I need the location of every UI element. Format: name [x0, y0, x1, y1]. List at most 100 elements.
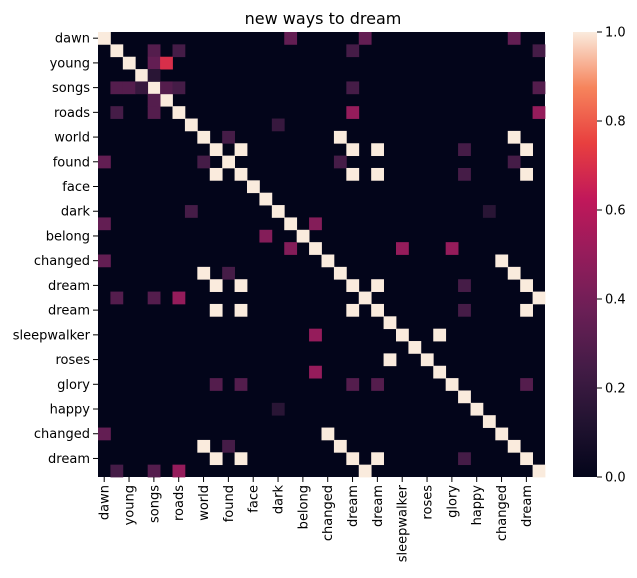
- heatmap-cell: [184, 205, 198, 218]
- y-axis-ticks: dawn young songs roads world found face dark bel…: [13, 32, 98, 467]
- heatmap-cell: [371, 279, 384, 292]
- heatmap-cell: [209, 279, 223, 292]
- heatmap-cell: [110, 44, 124, 58]
- heatmap-cell: [507, 439, 521, 453]
- heatmap-cell: [346, 279, 360, 292]
- heatmap-cell: [358, 291, 372, 305]
- x-tick-label: young: [123, 485, 138, 525]
- heatmap-cell: [234, 167, 248, 181]
- x-tick-label: dark: [272, 485, 287, 515]
- heatmap-cell: [209, 378, 223, 391]
- heatmap-cell: [284, 32, 298, 45]
- heatmap-cell: [458, 279, 471, 292]
- y-tick-label: roads: [54, 106, 90, 121]
- heatmap-cell: [433, 365, 447, 379]
- heatmap-cell: [507, 266, 521, 280]
- heatmap-cell: [147, 464, 161, 478]
- heatmap-cell: [172, 81, 186, 95]
- heatmap-cell: [532, 291, 546, 305]
- heatmap-cell: [333, 439, 347, 453]
- heatmap-cell: [296, 229, 310, 243]
- heatmap-cell: [458, 303, 471, 317]
- colorbar-ticks: 0.0 0.2 0.4 0.6 0.8 1.0: [597, 26, 626, 486]
- x-tick-label: dawn: [98, 485, 113, 520]
- y-tick-label: dream: [48, 304, 90, 319]
- heatmap-cell: [209, 452, 223, 466]
- heatmap-cells: [98, 32, 546, 478]
- heatmap-cell: [234, 143, 248, 157]
- heatmap-cell: [271, 205, 285, 218]
- heatmap-cell: [160, 93, 173, 107]
- heatmap-cell: [309, 217, 322, 231]
- heatmap-cell: [433, 328, 447, 342]
- heatmap-cell: [445, 242, 459, 255]
- heatmap-cell: [259, 192, 273, 206]
- heatmap-cell: [532, 44, 546, 58]
- heatmap-cell: [346, 303, 360, 317]
- heatmap-cell: [371, 167, 384, 181]
- heatmap-cell: [234, 279, 248, 292]
- heatmap-cell: [383, 316, 397, 330]
- heatmap-cell: [321, 254, 335, 268]
- heatmap-cell: [284, 217, 298, 231]
- heatmap-cell: [184, 118, 198, 132]
- heatmap-cell: [271, 118, 285, 132]
- heatmap-cell: [507, 130, 521, 144]
- x-tick-label: world: [197, 485, 212, 521]
- heatmap-cell: [520, 452, 533, 466]
- heatmap-cell: [98, 155, 111, 169]
- heatmap-cell: [346, 378, 360, 391]
- heatmap-cell: [520, 279, 533, 292]
- heatmap-cell: [458, 143, 471, 157]
- heatmap-cell: [172, 106, 186, 119]
- heatmap-cell: [309, 365, 322, 379]
- x-axis-ticks: dawn young songs roads world found face dark bel…: [98, 477, 535, 562]
- y-tick-label: young: [50, 56, 90, 71]
- heatmap-cell: [160, 56, 173, 70]
- heatmap-cell: [482, 205, 496, 218]
- x-tick-label: happy: [470, 485, 485, 526]
- heatmap-cell: [98, 427, 111, 441]
- heatmap-cell: [222, 130, 235, 144]
- colorbar-tick-label: 0.8: [605, 115, 626, 130]
- heatmap-cell: [98, 217, 111, 231]
- heatmap-cell: [122, 56, 136, 70]
- heatmap-cell: [234, 303, 248, 317]
- heatmap-cell: [371, 303, 384, 317]
- heatmap-cell: [520, 378, 533, 391]
- heatmap-cell: [458, 167, 471, 181]
- colorbar-tick-label: 0.0: [605, 471, 626, 486]
- y-tick-label: found: [53, 155, 90, 170]
- heatmap-cell: [147, 69, 161, 82]
- heatmap-cell: [271, 402, 285, 416]
- heatmap-cell: [346, 167, 360, 181]
- heatmap-cell: [110, 81, 124, 95]
- colorbar-tick-label: 0.4: [605, 293, 626, 308]
- y-tick-label: belong: [46, 229, 90, 244]
- y-tick-label: changed: [34, 427, 90, 442]
- y-tick-label: songs: [52, 81, 90, 96]
- heatmap-cell: [172, 464, 186, 478]
- y-tick-label: world: [54, 131, 90, 146]
- heatmap-cell: [445, 378, 459, 391]
- heatmap-cell: [520, 167, 533, 181]
- x-tick-label: sleepwalker: [396, 484, 411, 562]
- heatmap-cell: [358, 32, 372, 45]
- x-tick-label: changed: [495, 485, 510, 541]
- heatmap-cell: [135, 81, 149, 95]
- heatmap-cell: [495, 427, 509, 441]
- heatmap-cell: [147, 44, 161, 58]
- heatmap-cell: [197, 266, 211, 280]
- heatmap-cell: [222, 439, 235, 453]
- heatmap-cell: [532, 464, 546, 478]
- heatmap-cell: [209, 303, 223, 317]
- heatmap-cell: [309, 242, 322, 255]
- y-tick-label: glory: [57, 378, 90, 393]
- heatmap-cell: [346, 44, 360, 58]
- x-tick-label: face: [247, 485, 262, 513]
- heatmap-cell: [371, 378, 384, 391]
- heatmap-cell: [495, 254, 509, 268]
- heatmap-cell: [197, 130, 211, 144]
- heatmap-cell: [222, 266, 235, 280]
- heatmap-cell: [172, 44, 186, 58]
